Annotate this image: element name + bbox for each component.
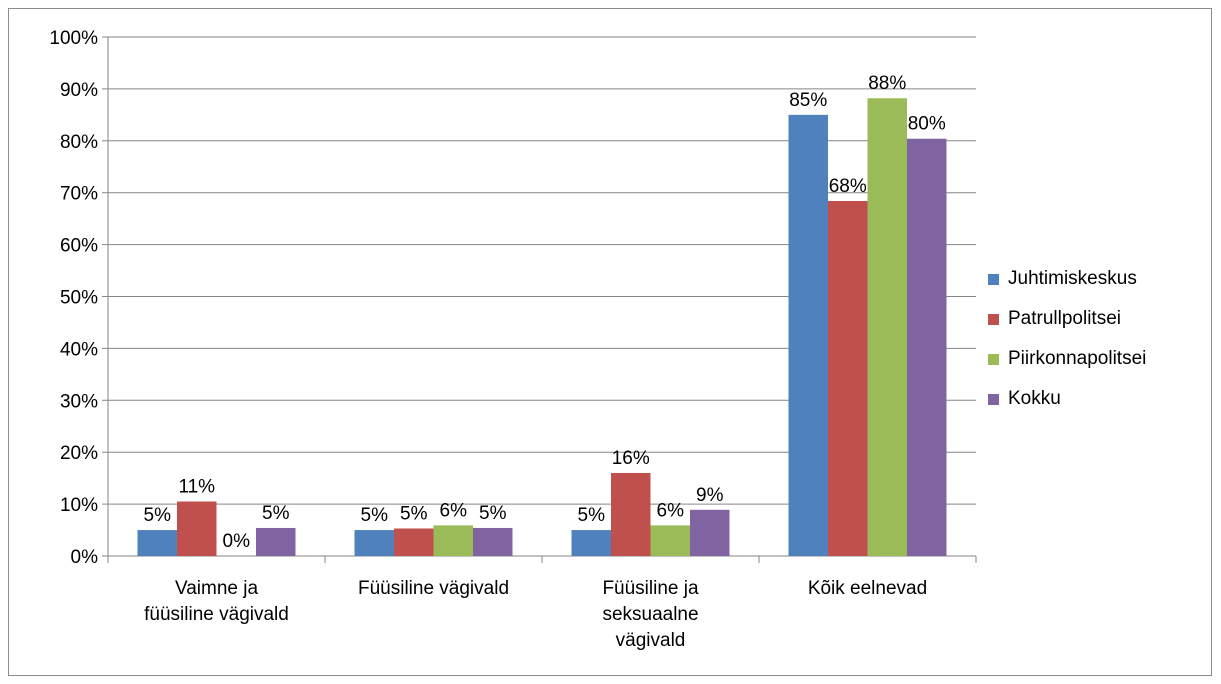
y-tick-label: 40% bbox=[60, 339, 98, 360]
data-label: 85% bbox=[789, 90, 827, 111]
bar bbox=[473, 528, 513, 556]
legend-label: Piirkonnapolitsei bbox=[1008, 348, 1146, 370]
y-tick-label: 60% bbox=[60, 236, 98, 257]
legend-item: Patrullpolitsei bbox=[988, 299, 1146, 339]
legend-swatch bbox=[988, 394, 999, 405]
data-label: 6% bbox=[657, 500, 685, 521]
legend-swatch bbox=[988, 274, 999, 285]
data-label: 5% bbox=[262, 503, 290, 524]
data-label: 5% bbox=[578, 505, 606, 526]
bar bbox=[907, 139, 947, 556]
data-label: 6% bbox=[440, 500, 468, 521]
y-tick-label: 50% bbox=[60, 288, 98, 309]
y-tick-label: 0% bbox=[71, 547, 99, 568]
y-tick-label: 100% bbox=[49, 28, 98, 49]
legend-swatch bbox=[988, 314, 999, 325]
legend-label: Juhtimiskeskus bbox=[1008, 268, 1137, 290]
data-label: 5% bbox=[144, 505, 172, 526]
bar bbox=[611, 473, 651, 556]
x-category-label: füüsiline vägivald bbox=[144, 604, 289, 625]
y-tick-label: 10% bbox=[60, 495, 98, 516]
bar bbox=[828, 201, 868, 556]
y-tick-label: 20% bbox=[60, 443, 98, 464]
y-tick-label: 90% bbox=[60, 80, 98, 101]
data-label: 5% bbox=[400, 503, 428, 524]
data-label: 88% bbox=[868, 73, 906, 94]
x-category-label: Kõik eelnevad bbox=[808, 578, 927, 599]
data-label: 80% bbox=[908, 114, 946, 135]
x-category-label: vägivald bbox=[616, 630, 686, 651]
data-label: 5% bbox=[361, 505, 389, 526]
y-tick-label: 80% bbox=[60, 132, 98, 153]
x-category-label: seksuaalne bbox=[602, 604, 698, 625]
bar bbox=[690, 510, 730, 556]
bar bbox=[138, 530, 178, 556]
legend-label: Patrullpolitsei bbox=[1008, 308, 1121, 330]
data-label: 5% bbox=[479, 503, 507, 524]
data-label: 11% bbox=[178, 477, 215, 498]
bar bbox=[434, 525, 474, 556]
legend-item: Piirkonnapolitsei bbox=[988, 339, 1146, 379]
x-category-label: Füüsiline vägivald bbox=[358, 578, 509, 599]
data-label: 68% bbox=[829, 176, 867, 197]
bar bbox=[256, 528, 296, 556]
legend-item: Juhtimiskeskus bbox=[988, 259, 1146, 299]
bar bbox=[572, 530, 612, 556]
x-category-label: Vaimne ja bbox=[175, 578, 259, 599]
legend-label: Kokku bbox=[1008, 388, 1061, 410]
data-label: 16% bbox=[612, 448, 650, 469]
data-label: 0% bbox=[223, 531, 251, 552]
bar bbox=[651, 525, 691, 556]
bar bbox=[394, 528, 434, 556]
y-tick-label: 70% bbox=[60, 184, 98, 205]
legend: Juhtimiskeskus Patrullpolitsei Piirkonnapo… bbox=[988, 259, 1146, 419]
data-label: 9% bbox=[696, 485, 724, 506]
x-category-label: Füüsiline ja bbox=[602, 578, 699, 599]
legend-item: Kokku bbox=[988, 379, 1146, 419]
bar bbox=[355, 530, 395, 556]
bar bbox=[177, 502, 217, 556]
legend-swatch bbox=[988, 354, 999, 365]
y-tick-label: 30% bbox=[60, 391, 98, 412]
bar bbox=[789, 115, 829, 556]
bar bbox=[868, 98, 908, 556]
